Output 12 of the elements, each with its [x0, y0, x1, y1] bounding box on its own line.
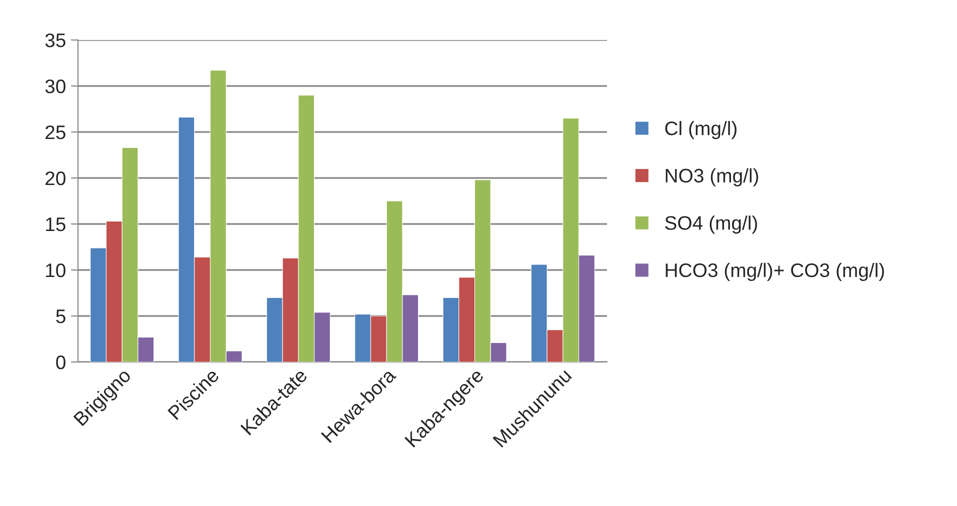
- y-tick-label: 0: [56, 355, 66, 370]
- legend-label: HCO3 (mg/l)+ CO3 (mg/l): [666, 262, 884, 281]
- legend-label: SO4 (mg/l): [665, 216, 758, 234]
- y-tick-label: 15: [46, 218, 66, 232]
- y-tick-label: 20: [46, 171, 66, 186]
- legend-label: NO3 (mg/l): [666, 168, 758, 186]
- y-tick-label: 10: [46, 263, 66, 278]
- y-tick-label: 35: [45, 33, 66, 48]
- y-tick-label: 30: [45, 79, 66, 94]
- y-tick-label: 25: [46, 125, 66, 140]
- y-tick-label: 5: [56, 310, 66, 324]
- legend-label: Cl (mg/l): [665, 121, 736, 140]
